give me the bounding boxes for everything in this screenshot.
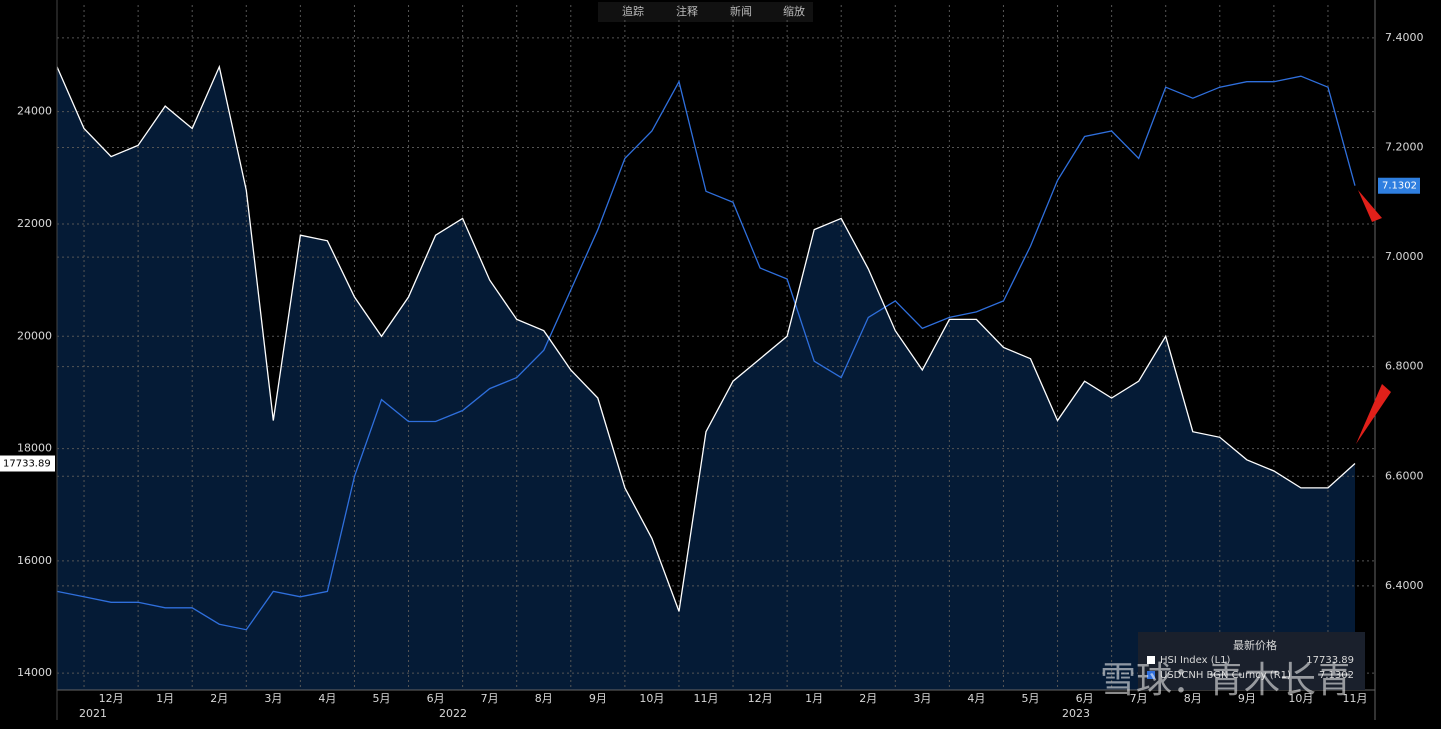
- x-tick-label: 2月: [859, 692, 877, 705]
- x-tick-label: 4月: [967, 692, 985, 705]
- legend-title: 最新价格: [1233, 638, 1277, 652]
- y2-tick-label: 7.0000: [1385, 250, 1424, 263]
- x-tick-label: 5月: [1022, 692, 1040, 705]
- x-tick-label: 8月: [535, 692, 553, 705]
- x-tick-label: 10月: [639, 692, 664, 705]
- toolbar: 追踪 注释 新闻 缩放: [598, 2, 813, 22]
- x-tick-label: 9月: [1238, 692, 1256, 705]
- legend-swatch: [1147, 656, 1155, 664]
- x-tick-label: 3月: [264, 692, 282, 705]
- x-tick-label: 12月: [99, 692, 124, 705]
- y-tick-label: 24000: [17, 105, 52, 118]
- x-tick-label: 12月: [748, 692, 773, 705]
- y-tick-label: 20000: [17, 329, 52, 342]
- legend-label: USDCNH BGN Curncy (R1): [1160, 670, 1291, 681]
- x-tick-label: 11月: [694, 692, 719, 705]
- y2-tick-label: 7.4000: [1385, 31, 1424, 44]
- y-tick-label: 22000: [17, 217, 52, 230]
- legend-swatch: [1147, 671, 1155, 679]
- y2-tick-label: 6.4000: [1385, 579, 1424, 592]
- y-tick-label: 16000: [17, 554, 52, 567]
- year-label: 2023: [1062, 707, 1090, 720]
- last-value: 17733.89: [3, 459, 51, 470]
- last-value-badge: [1378, 177, 1420, 194]
- x-tick-label: 1月: [156, 692, 174, 705]
- tool-annotate[interactable]: 注释: [676, 4, 698, 18]
- x-tick-label: 1月: [805, 692, 823, 705]
- line: [56, 75, 1356, 631]
- line: [56, 64, 1356, 612]
- y2-tick-label: 6.6000: [1385, 469, 1424, 482]
- x-tick-label: 10月: [1288, 692, 1313, 705]
- tool-zoom[interactable]: 缩放: [783, 4, 805, 18]
- x-tick-label: 11月: [1343, 692, 1368, 705]
- x-tick-label: 9月: [589, 692, 607, 705]
- x-tick-label: 3月: [913, 692, 931, 705]
- watermark: 雪球：青木长青: [1100, 660, 1352, 701]
- year-label: 2022: [439, 707, 467, 720]
- tool-track[interactable]: 追踪: [622, 4, 644, 18]
- x-tick-label: 8月: [1184, 692, 1202, 705]
- legend-value: 17733.89: [1306, 655, 1354, 666]
- tool-news[interactable]: 新闻: [730, 4, 752, 18]
- y2-tick-label: 7.2000: [1385, 140, 1424, 153]
- arrow-down: [1358, 190, 1382, 222]
- legend-label: HSI Index (L1): [1160, 655, 1231, 666]
- y2-tick-label: 6.8000: [1385, 360, 1424, 373]
- x-tick-label: 5月: [373, 692, 391, 705]
- year-label: 2021: [79, 707, 107, 720]
- last-value: 7.1302: [1382, 181, 1417, 192]
- x-tick-label: 4月: [318, 692, 336, 705]
- x-tick-label: 6月: [1076, 692, 1094, 705]
- x-tick-label: 6月: [427, 692, 445, 705]
- y-tick-label: 14000: [17, 666, 52, 679]
- arrow-up: [1356, 384, 1391, 444]
- toolbar-bg: [598, 2, 813, 22]
- x-tick-label: 2月: [210, 692, 228, 705]
- legend-box: [1138, 632, 1365, 690]
- legend-value: 7.1302: [1319, 670, 1354, 681]
- plot: [56, 5, 1375, 691]
- last-value-badge: [0, 455, 55, 472]
- area: [57, 66, 1355, 691]
- y-tick-label: 18000: [17, 442, 52, 455]
- x-tick-label: 7月: [481, 692, 499, 705]
- x-tick-label: 7月: [1130, 692, 1148, 705]
